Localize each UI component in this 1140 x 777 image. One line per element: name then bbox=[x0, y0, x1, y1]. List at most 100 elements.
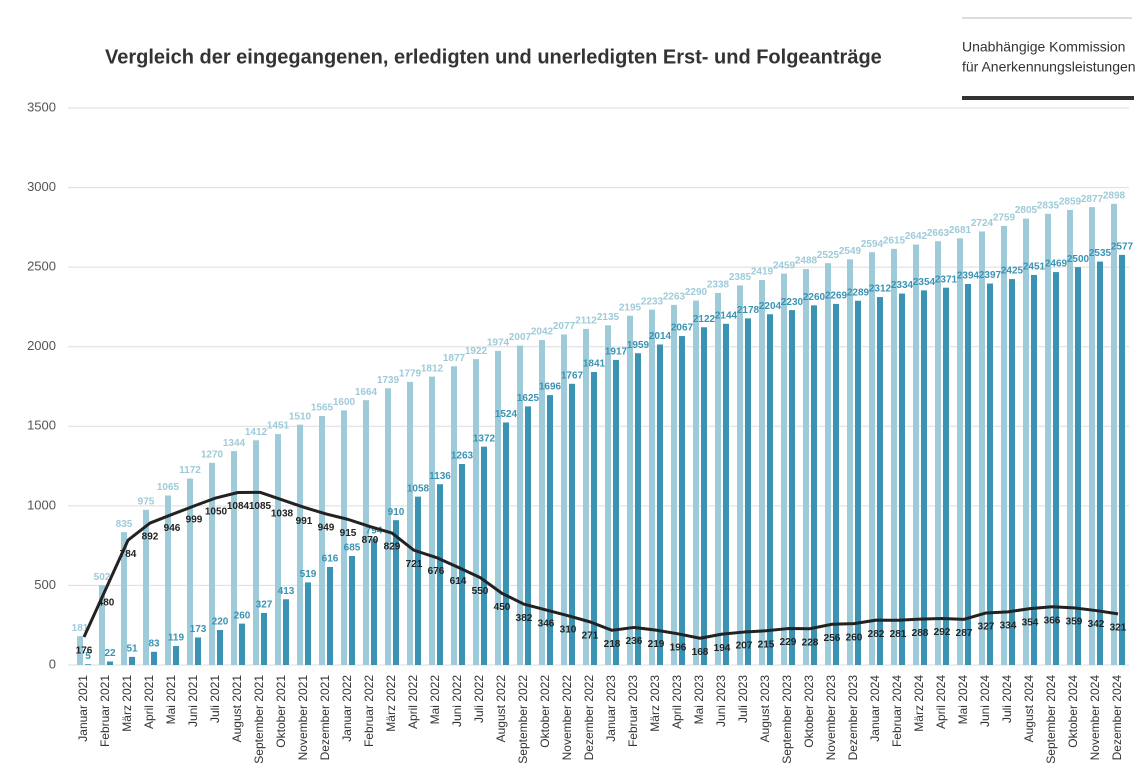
value-label: 359 bbox=[1066, 617, 1083, 628]
value-label: 2385 bbox=[729, 272, 752, 283]
x-tick-label: Februar 2022 bbox=[362, 675, 376, 747]
value-label: 550 bbox=[472, 586, 489, 597]
value-label: 2535 bbox=[1089, 248, 1112, 259]
value-label: 271 bbox=[582, 631, 599, 642]
value-label: 502 bbox=[94, 572, 111, 583]
value-label: 2859 bbox=[1059, 197, 1082, 208]
bar bbox=[173, 646, 179, 665]
bar bbox=[1053, 272, 1059, 665]
x-tick-label: September 2021 bbox=[252, 675, 266, 764]
value-label: 334 bbox=[1000, 620, 1017, 631]
value-label: 1917 bbox=[605, 347, 628, 358]
bar bbox=[869, 252, 875, 666]
y-tick-label: 2500 bbox=[27, 259, 56, 274]
value-label: 1172 bbox=[179, 465, 201, 476]
value-label: 2334 bbox=[891, 280, 914, 291]
value-label: 1841 bbox=[583, 359, 606, 370]
value-label: 1974 bbox=[487, 337, 510, 348]
y-tick-label: 1500 bbox=[27, 418, 56, 433]
value-label: 2425 bbox=[1001, 266, 1024, 277]
value-label: 2204 bbox=[759, 301, 782, 312]
y-tick-label: 3000 bbox=[27, 179, 56, 194]
bar bbox=[825, 263, 831, 665]
value-label: 1812 bbox=[421, 363, 444, 374]
value-label: 220 bbox=[212, 617, 229, 628]
bar bbox=[217, 629, 223, 665]
value-label: 218 bbox=[604, 639, 621, 650]
bar bbox=[737, 285, 743, 665]
bar bbox=[701, 327, 707, 665]
value-label: 413 bbox=[278, 586, 295, 597]
value-label: 835 bbox=[116, 519, 133, 530]
value-label: 2397 bbox=[979, 270, 1002, 281]
value-label: 1779 bbox=[399, 369, 422, 380]
value-label: 194 bbox=[714, 643, 731, 654]
y-tick-label: 2000 bbox=[27, 338, 56, 353]
x-tick-label: März 2024 bbox=[912, 675, 926, 732]
value-label: 1085 bbox=[249, 501, 272, 512]
value-label: 228 bbox=[802, 637, 819, 648]
value-label: 991 bbox=[296, 516, 313, 527]
value-label: 1058 bbox=[407, 483, 430, 494]
bar bbox=[305, 582, 311, 665]
value-label: 2577 bbox=[1111, 242, 1134, 253]
x-tick-label: März 2023 bbox=[648, 675, 662, 732]
value-label: 784 bbox=[120, 549, 137, 560]
x-tick-label: Mai 2024 bbox=[956, 675, 970, 725]
bar bbox=[385, 388, 391, 665]
value-label: 1263 bbox=[451, 451, 474, 462]
value-label: 310 bbox=[560, 624, 577, 635]
x-tick-label: Februar 2021 bbox=[98, 675, 112, 747]
bar bbox=[561, 334, 567, 665]
value-label: 327 bbox=[256, 600, 273, 611]
value-label: 614 bbox=[450, 576, 467, 587]
value-label: 2877 bbox=[1081, 194, 1104, 205]
value-label: 616 bbox=[322, 554, 339, 565]
value-label: 2500 bbox=[1067, 254, 1090, 265]
value-label: 196 bbox=[670, 642, 687, 653]
bar bbox=[569, 383, 575, 665]
bar bbox=[85, 664, 91, 665]
x-tick-label: Juni 2022 bbox=[450, 675, 464, 727]
x-tick-label: August 2021 bbox=[230, 675, 244, 743]
bar bbox=[407, 381, 413, 665]
value-label: 870 bbox=[362, 535, 379, 546]
value-label: 229 bbox=[780, 637, 797, 648]
value-label: 794 bbox=[366, 525, 383, 536]
x-tick-label: Februar 2023 bbox=[626, 675, 640, 747]
bar bbox=[591, 372, 597, 665]
x-tick-label: April 2024 bbox=[934, 675, 948, 729]
x-tick-label: August 2022 bbox=[494, 675, 508, 743]
value-label: 2724 bbox=[971, 218, 994, 229]
bar bbox=[253, 440, 259, 665]
value-label: 1767 bbox=[561, 370, 584, 381]
bar bbox=[1111, 203, 1117, 665]
value-label: 2233 bbox=[641, 296, 664, 307]
value-label: 219 bbox=[648, 639, 665, 650]
value-label: 2260 bbox=[803, 292, 826, 303]
value-label: 354 bbox=[1022, 617, 1039, 628]
value-label: 1739 bbox=[377, 375, 400, 386]
y-tick-label: 1000 bbox=[27, 497, 56, 512]
bar bbox=[129, 656, 135, 665]
value-label: 342 bbox=[1088, 619, 1105, 630]
bar bbox=[231, 451, 237, 665]
value-label: 1270 bbox=[201, 450, 224, 461]
value-label: 260 bbox=[234, 610, 251, 621]
value-label: 176 bbox=[76, 646, 93, 657]
value-label: 51 bbox=[126, 644, 138, 655]
logo-text: für Anerkennungsleistungen bbox=[962, 59, 1136, 75]
value-label: 168 bbox=[692, 647, 709, 658]
value-label: 676 bbox=[428, 566, 445, 577]
bar bbox=[913, 244, 919, 666]
bar bbox=[481, 446, 487, 665]
value-label: 1451 bbox=[267, 421, 290, 432]
value-label: 1565 bbox=[311, 403, 334, 414]
x-tick-label: Juli 2023 bbox=[736, 675, 750, 723]
x-tick-label: Juli 2024 bbox=[1000, 675, 1014, 723]
value-label: 1344 bbox=[223, 438, 246, 449]
value-label: 915 bbox=[340, 528, 357, 539]
value-label: 892 bbox=[142, 532, 159, 543]
value-label: 282 bbox=[868, 629, 885, 640]
